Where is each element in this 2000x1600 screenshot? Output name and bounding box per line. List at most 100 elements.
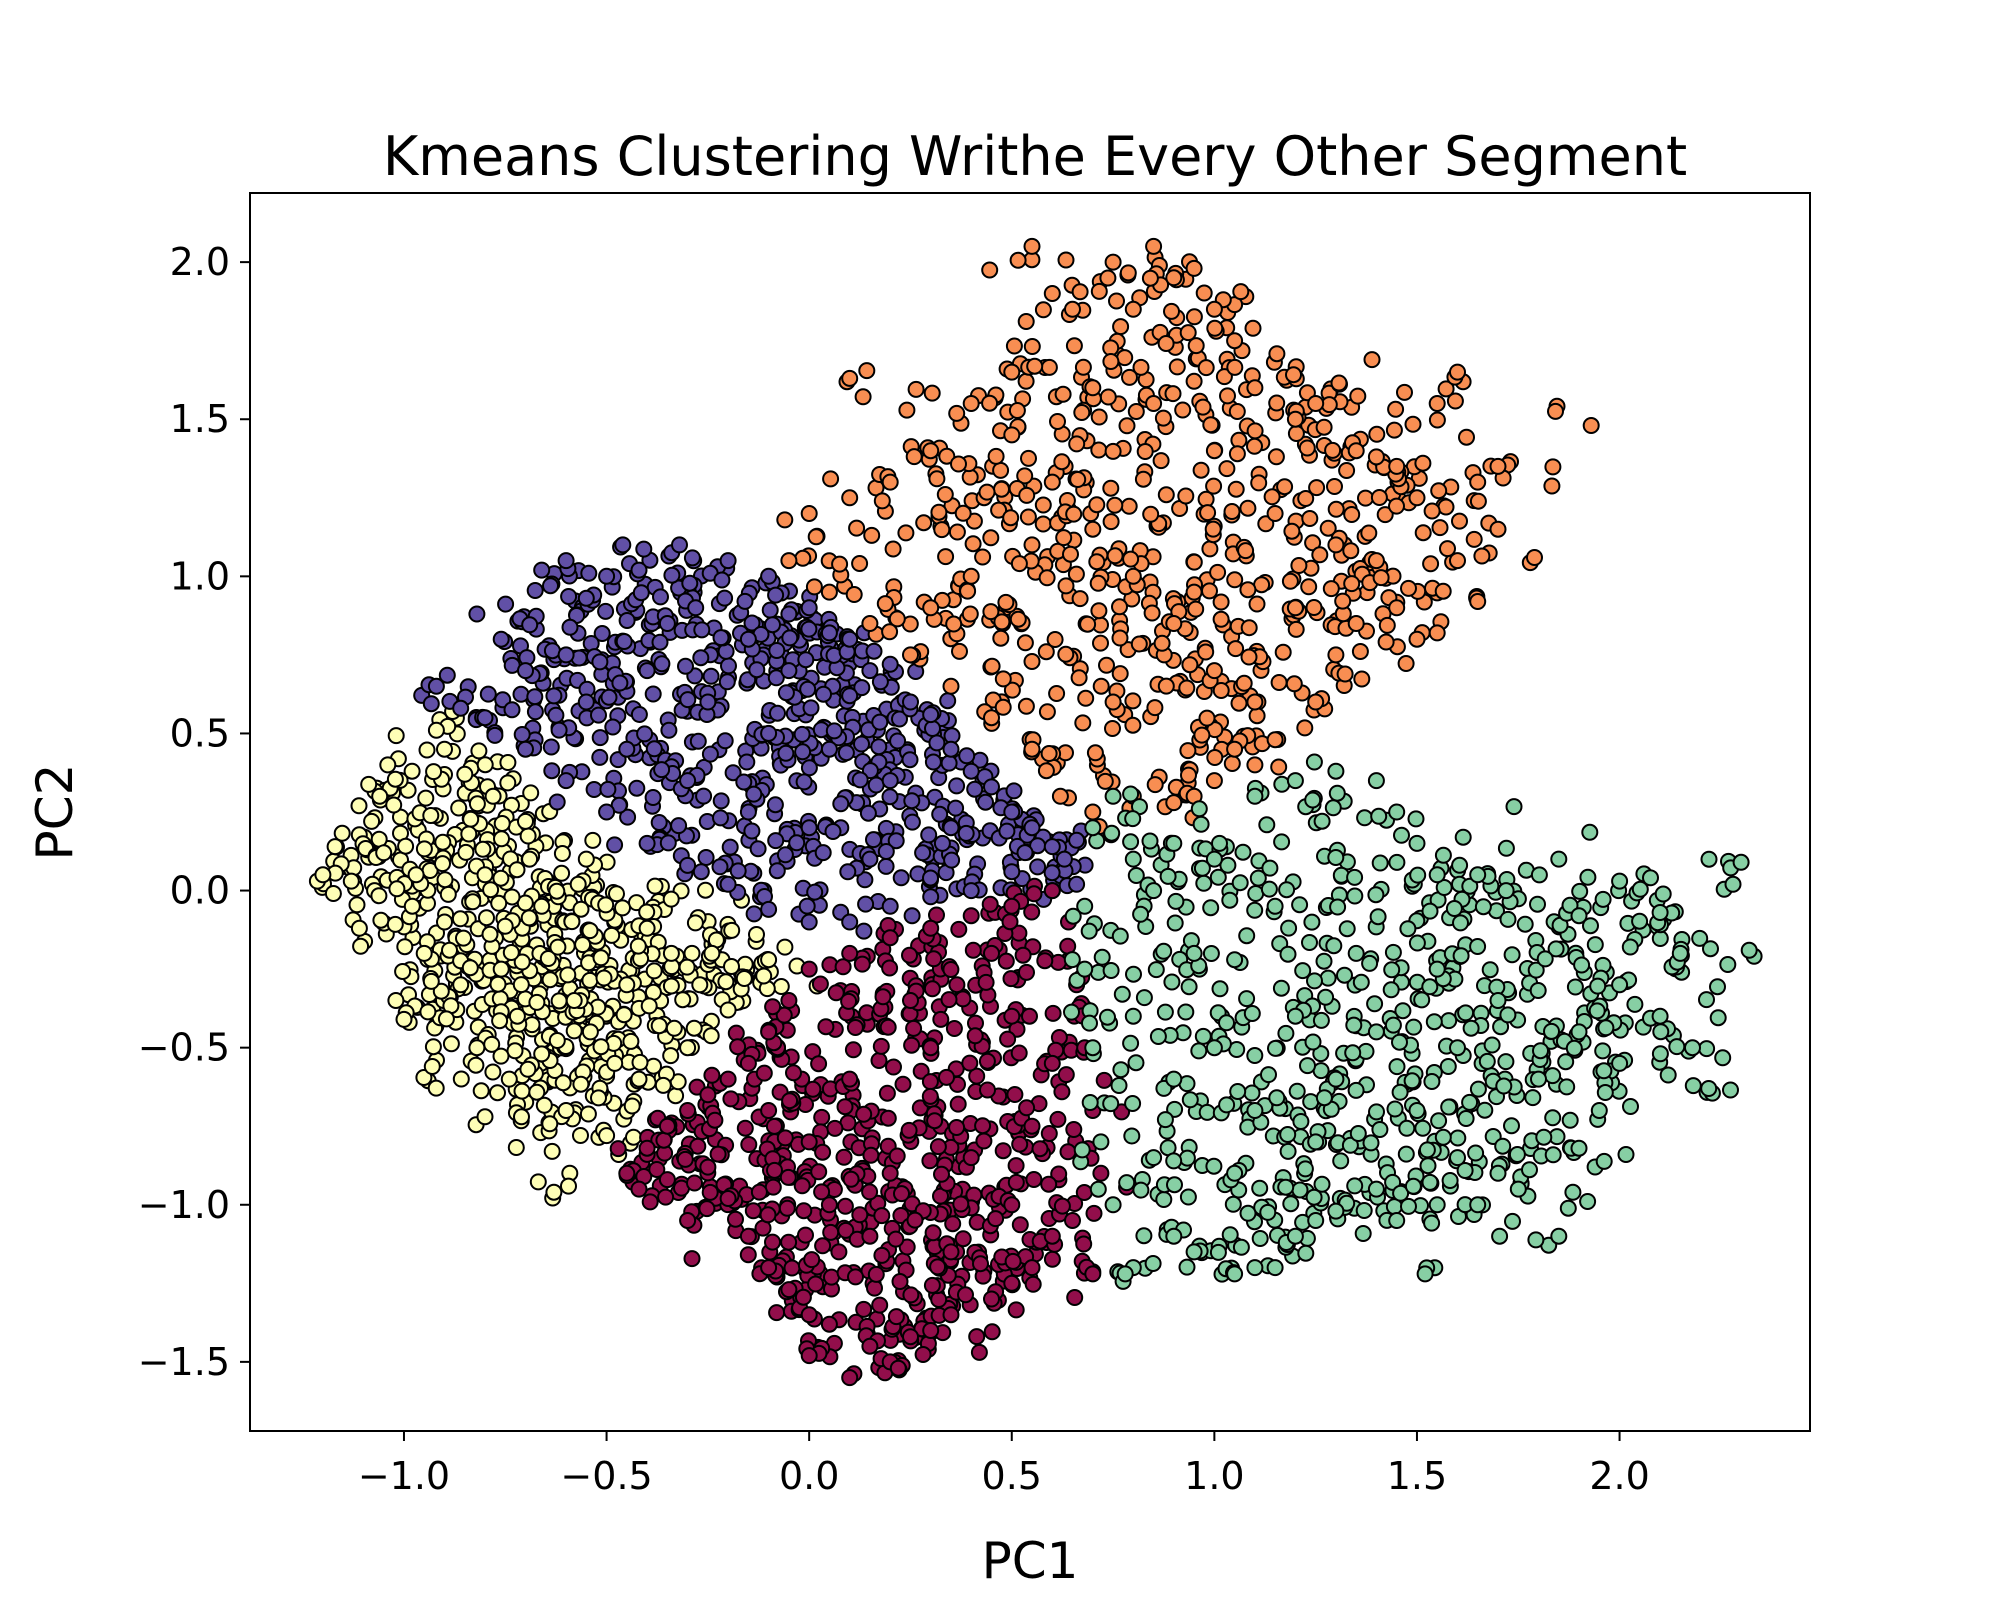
data-point	[1260, 1066, 1277, 1084]
data-point	[403, 762, 421, 780]
data-point	[881, 788, 899, 806]
data-point	[1266, 1259, 1284, 1277]
data-point	[794, 1288, 812, 1306]
data-point	[760, 1259, 778, 1277]
data-point	[415, 944, 433, 962]
data-point	[1029, 858, 1047, 876]
data-point	[1251, 1179, 1269, 1197]
data-point	[655, 1131, 673, 1149]
data-point	[1084, 379, 1102, 397]
data-point	[745, 905, 763, 923]
data-point	[541, 1115, 559, 1133]
data-point	[1347, 944, 1365, 962]
data-point	[881, 929, 899, 947]
data-point	[881, 655, 899, 673]
data-point	[1434, 846, 1452, 864]
data-point	[1246, 1259, 1264, 1277]
data-point	[903, 792, 921, 810]
data-point	[597, 896, 615, 914]
data-point	[1307, 1133, 1325, 1151]
data-point	[1132, 1181, 1150, 1199]
data-point	[1430, 482, 1448, 500]
data-point	[962, 1149, 980, 1167]
data-point	[635, 540, 653, 558]
data-point	[766, 1161, 783, 1179]
data-point	[1180, 766, 1197, 784]
data-point	[1544, 458, 1562, 476]
data-point	[858, 362, 876, 380]
data-point	[1159, 867, 1177, 885]
data-point	[950, 455, 967, 473]
data-point	[853, 955, 871, 973]
data-point	[933, 834, 951, 852]
data-point	[692, 863, 710, 881]
data-point	[572, 1075, 590, 1093]
data-point	[1089, 574, 1107, 592]
data-point	[764, 616, 781, 634]
data-point	[867, 776, 885, 794]
data-point	[1239, 499, 1257, 517]
data-point	[1469, 938, 1487, 955]
data-point	[1489, 992, 1507, 1009]
data-point	[1185, 944, 1203, 962]
cluster-1-points	[413, 536, 1094, 940]
data-point	[861, 1227, 879, 1245]
data-point	[800, 1133, 818, 1151]
data-point	[1003, 1007, 1021, 1025]
data-point	[543, 762, 561, 780]
data-point	[1003, 803, 1021, 821]
data-point	[1018, 486, 1036, 504]
data-point	[638, 919, 656, 937]
data-point	[867, 1265, 885, 1283]
data-point	[1074, 714, 1092, 732]
data-point	[1234, 843, 1252, 861]
data-point	[739, 630, 757, 648]
data-point	[591, 729, 609, 747]
data-point	[1437, 380, 1455, 398]
data-point	[1057, 251, 1075, 269]
data-point	[983, 709, 1000, 727]
data-point	[1360, 524, 1378, 542]
data-point	[1626, 995, 1644, 1013]
data-point	[1156, 1003, 1174, 1021]
data-point	[1346, 1177, 1364, 1195]
data-point	[924, 753, 942, 771]
data-point	[1246, 901, 1264, 919]
data-point	[1011, 1216, 1029, 1234]
data-point	[1396, 383, 1413, 401]
data-point	[484, 1063, 502, 1081]
data-point	[1179, 1188, 1197, 1206]
data-point	[379, 756, 397, 774]
data-point	[736, 1119, 754, 1137]
data-point	[760, 951, 778, 969]
data-point	[1090, 602, 1108, 620]
data-point	[844, 1041, 862, 1059]
data-point	[1071, 590, 1089, 608]
data-point	[1363, 351, 1381, 369]
data-point	[1462, 1019, 1480, 1037]
data-point	[479, 685, 497, 703]
y-tick-label: 1.0	[170, 554, 230, 598]
data-point	[1135, 989, 1153, 1007]
data-point	[1430, 1112, 1448, 1130]
data-point	[994, 1142, 1012, 1160]
data-point	[767, 586, 785, 604]
data-point	[1617, 1146, 1635, 1163]
data-point	[836, 1197, 854, 1215]
data-point	[1343, 506, 1361, 523]
data-point	[1277, 1178, 1295, 1196]
data-point	[881, 897, 899, 915]
data-point	[1372, 569, 1390, 587]
data-point	[1347, 442, 1365, 460]
data-point	[948, 523, 966, 541]
data-point	[1544, 1067, 1562, 1085]
data-point	[815, 685, 832, 703]
data-point	[793, 1177, 811, 1195]
data-point	[1132, 905, 1150, 923]
data-point	[1181, 656, 1199, 674]
data-point	[1322, 580, 1340, 598]
data-point	[1279, 1126, 1297, 1143]
data-point	[1086, 744, 1104, 762]
data-point	[1474, 898, 1492, 916]
data-point	[921, 1152, 939, 1170]
